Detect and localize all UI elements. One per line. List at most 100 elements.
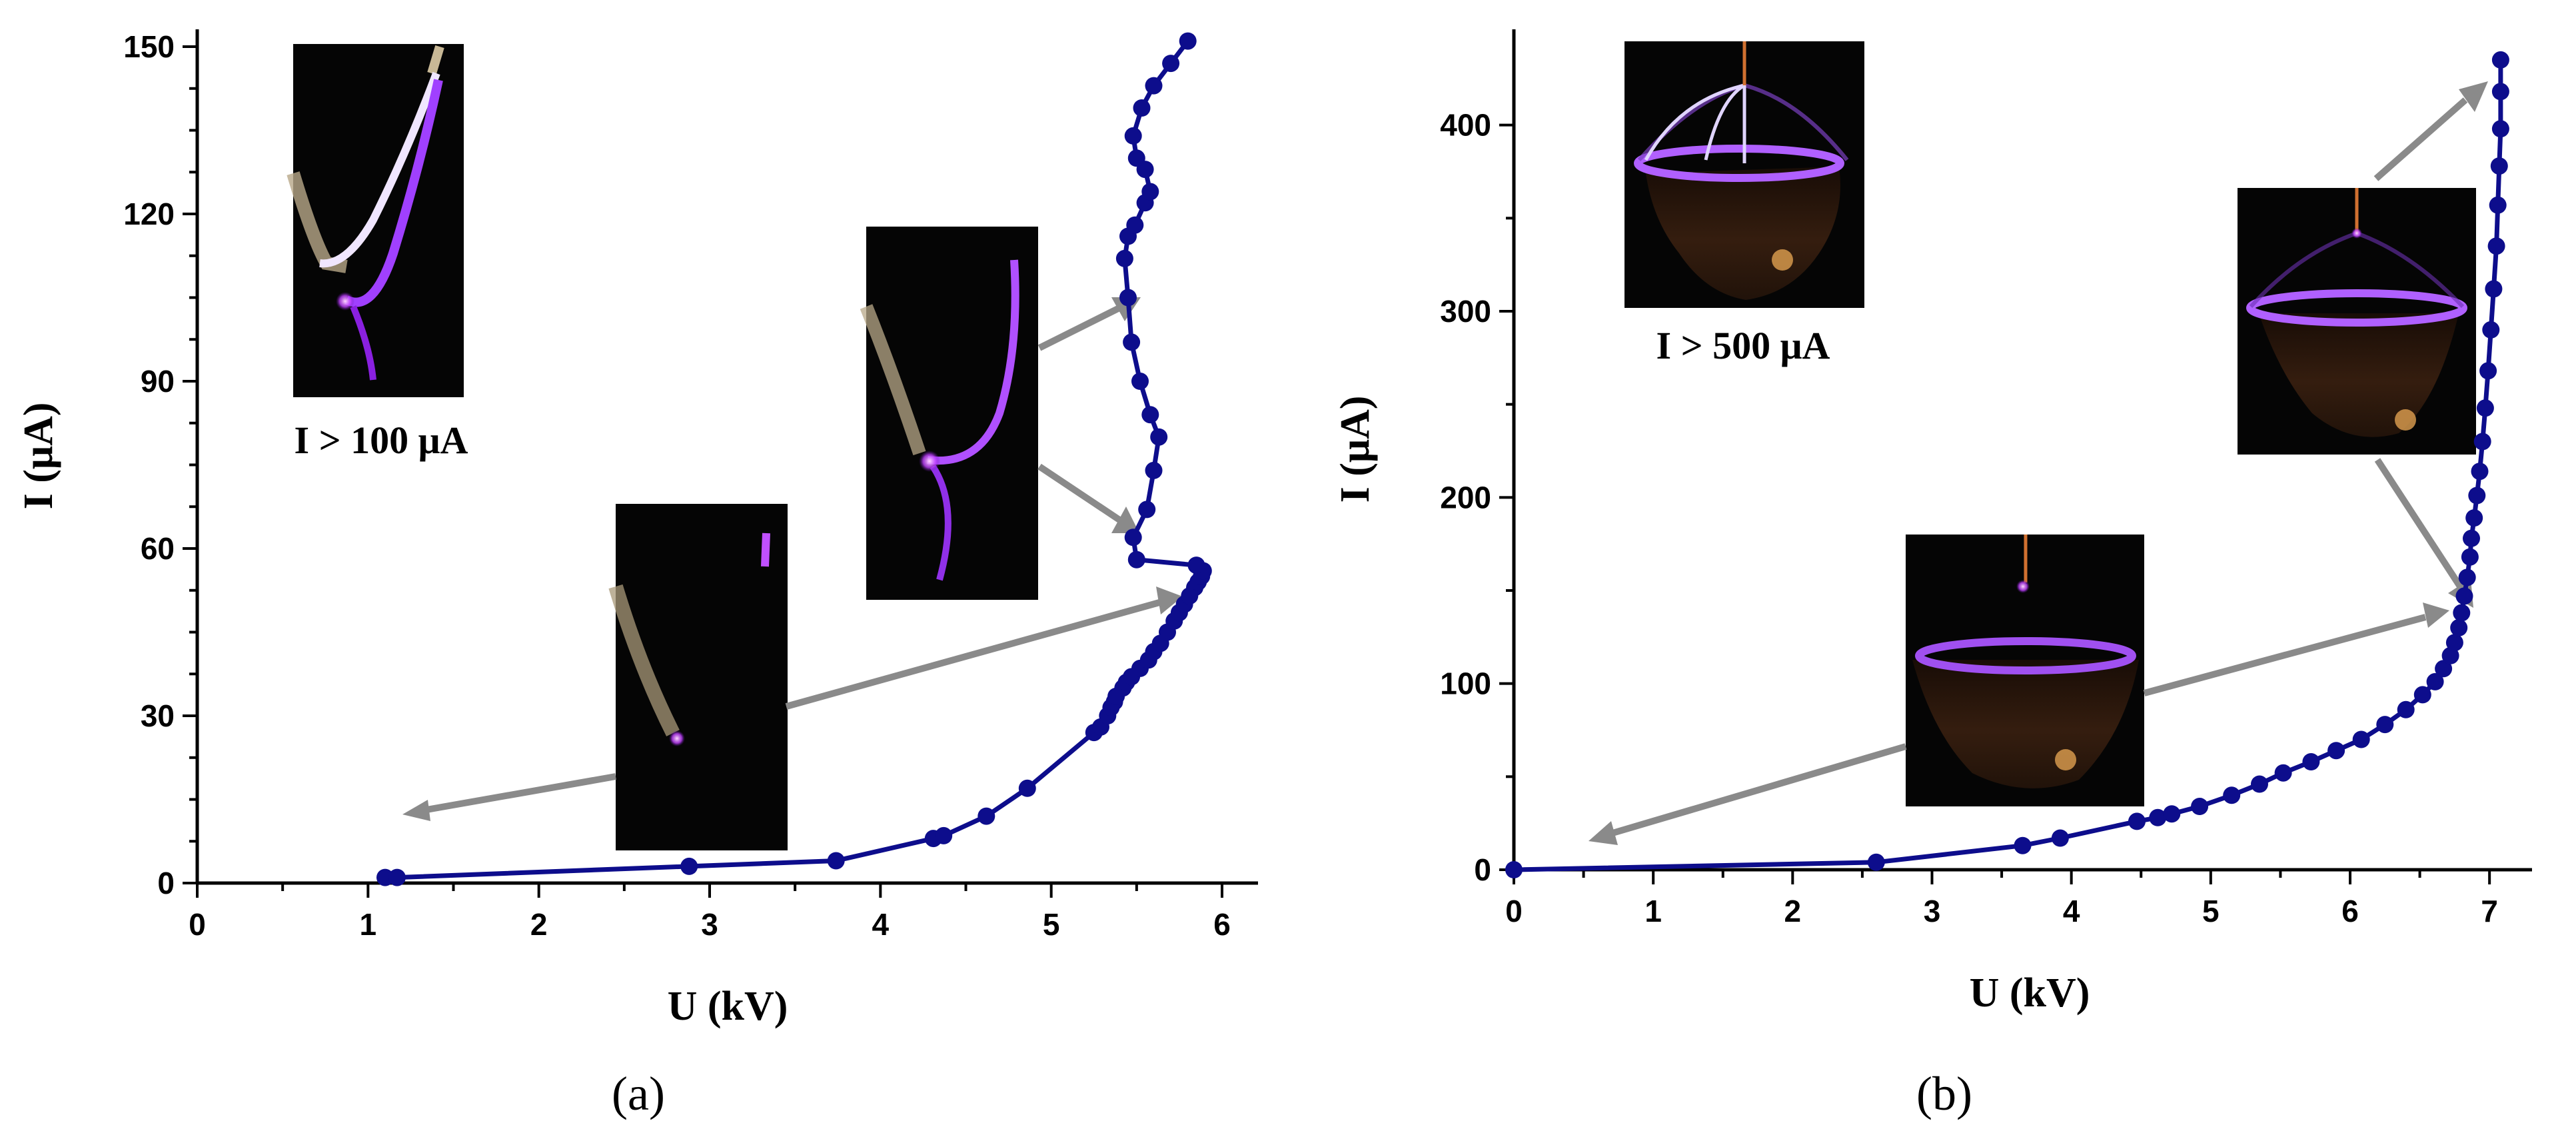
x-tick-label: 2: [530, 907, 548, 942]
data-point: [2302, 753, 2320, 770]
data-point: [1131, 373, 1149, 390]
series-b-iu-curve: [1505, 51, 2509, 878]
data-point: [1133, 99, 1151, 117]
y-tick-label: 300: [1440, 294, 1491, 329]
data-point: [1141, 183, 1159, 201]
y-tick-label: 150: [123, 29, 175, 64]
data-point: [2461, 548, 2479, 566]
data-point: [2014, 836, 2032, 854]
photo-b-high-current: [1624, 41, 1864, 308]
data-point: [2489, 196, 2507, 214]
annotation-a-high-current: I > 100 μA: [295, 419, 468, 462]
data-point: [1127, 551, 1145, 568]
data-point: [1145, 461, 1163, 479]
data-point: [2482, 321, 2500, 339]
data-point: [1141, 406, 1159, 424]
data-point: [2445, 634, 2463, 652]
data-point: [2426, 672, 2444, 690]
x-tick-label: 6: [2341, 894, 2359, 928]
data-point: [2490, 157, 2508, 175]
data-point: [2473, 433, 2491, 451]
data-point: [2163, 805, 2181, 823]
data-point: [1187, 557, 1205, 574]
data-point: [1127, 149, 1145, 167]
photo-a-low-current: [608, 504, 788, 850]
data-point: [2274, 764, 2292, 782]
data-point: [2479, 362, 2497, 380]
data-point: [2223, 786, 2241, 804]
x-tick-label: 0: [1505, 894, 1523, 928]
data-point: [2376, 716, 2394, 734]
data-point: [2476, 399, 2494, 417]
y-tick-label: 60: [141, 531, 175, 566]
data-point: [2455, 587, 2473, 605]
data-point: [388, 868, 406, 886]
x-tick-label: 3: [1924, 894, 1941, 928]
data-point: [2450, 618, 2468, 636]
x-tick-label: 5: [1043, 907, 1060, 942]
y-tick-label: 100: [1440, 666, 1491, 701]
data-point: [2435, 660, 2453, 678]
photo-a-high-current: [287, 44, 464, 397]
x-tick-label: 4: [872, 907, 890, 942]
data-point: [2463, 529, 2480, 547]
data-point: [1018, 779, 1036, 797]
data-point: [1123, 333, 1141, 351]
data-point: [977, 807, 995, 825]
photo-b-low-current: [1906, 535, 2144, 806]
data-point: [2485, 280, 2503, 298]
data-point: [1505, 861, 1523, 878]
data-point: [376, 868, 394, 886]
y-tick-label: 0: [157, 866, 175, 900]
y-tick-label: 0: [1474, 852, 1491, 887]
x-tick-label: 0: [189, 907, 206, 942]
y-tick-label: 400: [1440, 108, 1491, 143]
y-axis-title-a: I (μA): [16, 403, 61, 510]
data-point: [2471, 463, 2489, 481]
x-tick-label: 1: [1644, 894, 1662, 928]
panel-label-b: (b): [1916, 1067, 1972, 1120]
data-point: [2191, 798, 2209, 815]
panel-label-a: (a): [612, 1067, 665, 1120]
data-point: [680, 857, 698, 875]
data-point: [2397, 700, 2415, 718]
series-a-iu-curve: [376, 32, 1212, 886]
data-point: [2051, 829, 2069, 847]
data-point: [2491, 120, 2509, 138]
x-axis-title-a: U (kV): [668, 984, 788, 1029]
data-point: [2465, 509, 2483, 527]
x-tick-label: 4: [2063, 894, 2080, 928]
y-axis-title-b: I (μA): [1333, 396, 1378, 503]
data-point: [2491, 83, 2509, 101]
data-point: [1150, 428, 1168, 446]
data-point: [2441, 646, 2459, 664]
data-point: [1124, 127, 1142, 145]
data-point: [2413, 686, 2431, 704]
data-point: [1124, 529, 1142, 547]
data-point: [2251, 775, 2268, 793]
x-axis-title-b: U (kV): [1970, 970, 2090, 1016]
x-tick-label: 3: [701, 907, 718, 942]
data-point: [2468, 487, 2486, 505]
data-point: [1145, 77, 1163, 95]
data-point: [1179, 32, 1197, 50]
x-tick-label: 5: [2202, 894, 2220, 928]
data-point: [2491, 51, 2509, 69]
data-point: [2327, 742, 2345, 760]
data-point: [2487, 237, 2505, 255]
series-line: [382, 39, 1206, 880]
x-tick-label: 2: [1784, 894, 1802, 928]
data-point: [1867, 853, 1885, 871]
x-tick-label: 1: [360, 907, 377, 942]
data-point: [2352, 730, 2370, 748]
data-point: [2453, 604, 2471, 622]
data-point: [1119, 289, 1137, 307]
data-point: [935, 826, 953, 844]
y-tick-label: 30: [141, 698, 175, 733]
data-point: [1115, 249, 1133, 267]
data-point: [827, 852, 845, 870]
